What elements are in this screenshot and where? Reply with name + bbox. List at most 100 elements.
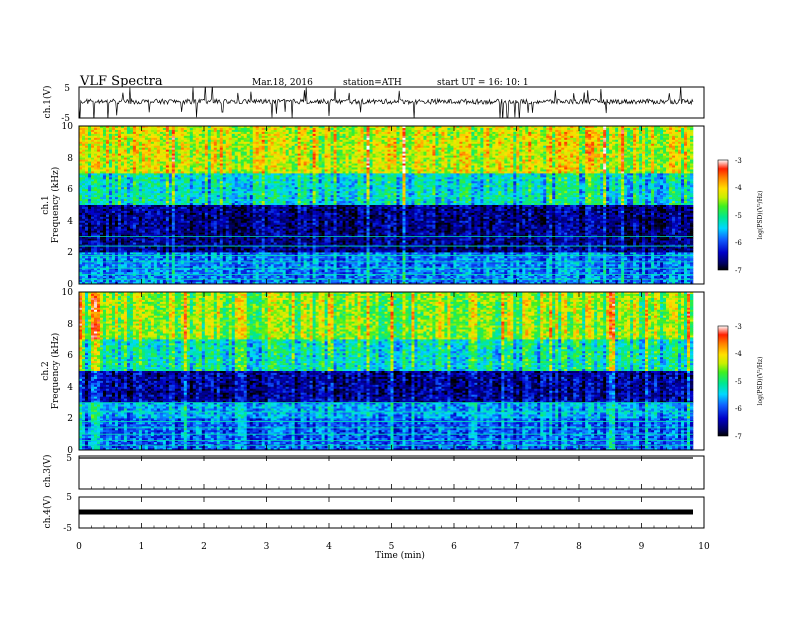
spectrogram-cell xyxy=(687,159,691,162)
spectrogram-cell xyxy=(633,153,637,156)
spectrogram-cell xyxy=(372,171,376,174)
spectrogram-cell xyxy=(354,126,358,129)
spectrogram-cell xyxy=(255,171,260,174)
spectrogram-cell xyxy=(129,157,134,160)
spectrogram-cell xyxy=(213,159,218,162)
spectrogram-cell xyxy=(330,167,334,170)
spectrogram-cell xyxy=(417,137,421,141)
spectrogram-cell xyxy=(579,167,583,170)
spectrogram-cell xyxy=(345,127,349,131)
spectrogram-cell xyxy=(489,131,493,135)
spectrogram-cell xyxy=(294,165,298,168)
spectrogram-cell xyxy=(252,135,257,139)
spectrogram-cell xyxy=(666,147,670,150)
spectrogram-cell xyxy=(513,143,517,147)
spectrogram-cell xyxy=(135,131,140,135)
spectrogram-cell xyxy=(363,149,367,152)
spectrogram-cell xyxy=(417,135,421,139)
spectrogram-cell xyxy=(387,167,391,170)
spectrogram-cell xyxy=(546,165,550,168)
spectrogram-cell xyxy=(615,131,619,135)
spectrogram-cell xyxy=(405,149,409,152)
spectrogram-cell xyxy=(240,141,245,145)
spectrogram-cell xyxy=(588,147,592,150)
spectrogram-cell xyxy=(213,127,218,131)
spectrogram-cell xyxy=(432,141,436,145)
spectrogram-cell xyxy=(513,131,517,135)
spectrogram-cell xyxy=(354,159,358,162)
spectrogram-cell xyxy=(84,149,89,152)
spectrogram-cell xyxy=(339,131,343,135)
spectrogram-cell xyxy=(534,129,538,133)
spectrogram-cell xyxy=(609,165,613,168)
spectrogram-cell xyxy=(423,163,427,166)
spectrogram-cell xyxy=(531,147,535,150)
spectrogram-cell xyxy=(522,145,526,149)
spectrogram-cell xyxy=(537,161,541,164)
spectrogram-cell xyxy=(438,161,442,164)
spectrogram-cell xyxy=(273,126,277,129)
spectrogram-cell xyxy=(597,127,601,131)
spectrogram-cell xyxy=(297,151,301,154)
spectrogram-cell xyxy=(102,173,107,176)
spectrogram-cell xyxy=(600,165,604,168)
spectrogram-cell xyxy=(111,137,116,141)
spectrogram-cell xyxy=(624,131,628,135)
spectrogram-cell xyxy=(651,147,655,150)
spectrogram-cell xyxy=(540,163,544,166)
spectrogram-cell xyxy=(645,159,649,162)
spectrogram-cell xyxy=(177,173,182,176)
spectrogram-cell xyxy=(84,145,89,149)
spectrogram-cell xyxy=(519,157,523,160)
spectrogram-cell xyxy=(189,133,194,137)
spectrogram-cell xyxy=(450,149,454,152)
spectrogram-cell xyxy=(639,153,643,156)
spectrogram-cell xyxy=(168,129,173,133)
spectrogram-cell xyxy=(288,159,292,162)
spectrogram-cell xyxy=(444,133,448,137)
spectrogram-cell xyxy=(555,145,559,149)
spectrogram-cell xyxy=(549,143,553,147)
spectrogram-cell xyxy=(84,147,89,150)
spectrogram-cell xyxy=(372,131,376,135)
spectrogram-cell xyxy=(489,126,493,129)
spectrogram-cell xyxy=(369,126,373,129)
spectrogram-cell xyxy=(639,157,643,160)
spectrogram-cell xyxy=(663,165,667,168)
spectrogram-cell xyxy=(243,147,248,150)
spectrogram-cell xyxy=(675,157,679,160)
spectrogram-cell xyxy=(306,127,310,131)
spectrogram-cell xyxy=(588,143,592,147)
spectrogram-cell xyxy=(102,149,107,152)
spectrogram-cell xyxy=(426,149,430,152)
spectrogram-cell xyxy=(276,167,280,170)
spectrogram-cell xyxy=(495,131,499,135)
spectrogram-cell xyxy=(168,149,173,152)
spectrogram-cell xyxy=(399,167,403,170)
spectrogram-cell xyxy=(291,133,295,137)
spectrogram-cell xyxy=(552,143,556,147)
spectrogram-cell xyxy=(480,139,484,143)
spectrogram-cell xyxy=(429,157,433,160)
spectrogram-cell xyxy=(294,135,298,139)
spectrogram-cell xyxy=(402,143,406,147)
spectrogram-cell xyxy=(201,133,206,137)
spectrogram-cell xyxy=(378,131,382,135)
spectrogram-cell xyxy=(336,171,340,174)
spectrogram-cell xyxy=(291,141,295,145)
spectrogram-cell xyxy=(117,165,122,168)
spectrogram-cell xyxy=(558,126,562,129)
spectrogram-cell xyxy=(156,133,161,137)
spectrogram-cell xyxy=(525,149,529,152)
spectrogram-cell xyxy=(84,139,89,143)
spectrogram-cell xyxy=(288,157,292,160)
spectrogram-cell xyxy=(306,145,310,149)
spectrogram-cell xyxy=(525,157,529,160)
spectrogram-cell xyxy=(435,135,439,139)
spectrogram-cell xyxy=(537,169,541,172)
spectrogram-cell xyxy=(345,163,349,166)
spectrogram-cell xyxy=(255,145,260,149)
spectrogram-cell xyxy=(450,131,454,135)
spectrogram-cell xyxy=(438,139,442,143)
spectrogram-cell xyxy=(687,139,691,143)
